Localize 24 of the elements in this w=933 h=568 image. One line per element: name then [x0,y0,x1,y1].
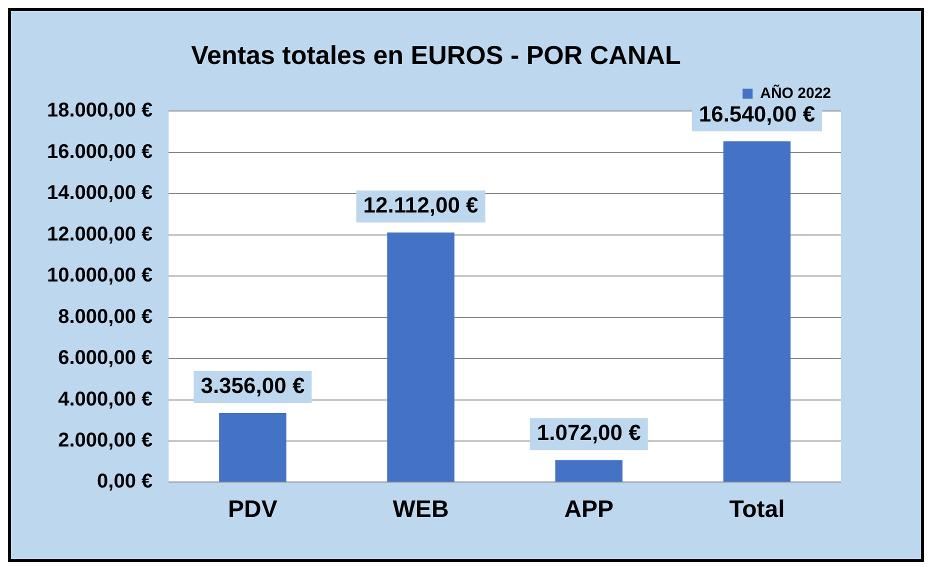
data-label: 3.356,00 € [200,373,305,398]
data-label: 12.112,00 € [363,192,478,218]
bar [219,413,286,482]
y-tick-label: 8.000,00 € [58,306,153,328]
legend-label: AÑO 2022 [760,84,832,102]
y-tick-label: 4.000,00 € [58,388,153,410]
y-tick-label: 16.000,00 € [47,140,153,163]
data-label: 1.072,00 € [536,420,641,446]
y-tick-label: 0,00 € [97,470,153,493]
y-tick-label: 14.000,00 € [47,182,153,204]
y-tick-label: 12.000,00 € [47,223,153,246]
x-tick-label: PDV [228,496,278,524]
y-tick-label: 18.000,00 € [47,100,153,122]
bar [723,141,791,482]
chart-title: Ventas totales en EUROS - POR CANAL [191,40,681,70]
data-label: 16.540,00 € [698,101,816,126]
x-tick-label: Total [729,496,785,524]
bar [555,460,622,482]
y-tick-label: 2.000,00 € [58,429,153,452]
x-tick-label: APP [564,496,614,524]
bar [387,232,454,482]
y-tick-label: 10.000,00 € [47,264,153,287]
x-tick-label: WEB [392,496,449,524]
y-tick-label: 6.000,00 € [58,347,153,370]
